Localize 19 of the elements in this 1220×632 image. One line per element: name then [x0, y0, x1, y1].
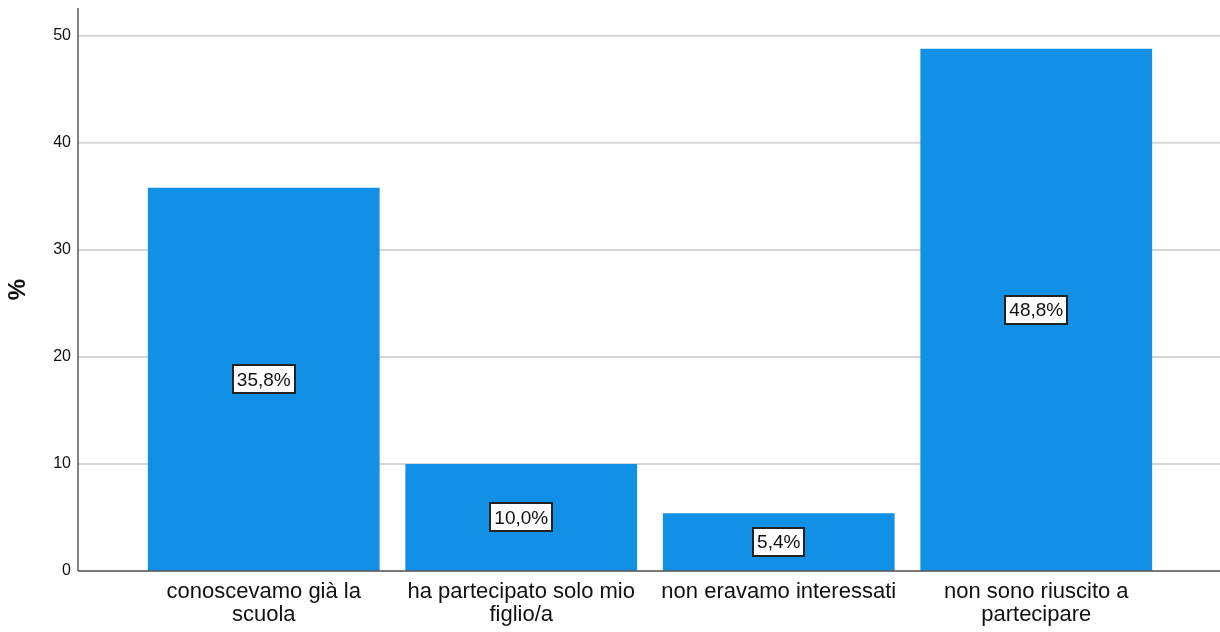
data-label: 5,4% — [757, 531, 801, 553]
bar — [920, 48, 1153, 571]
y-tick-label: 0 — [62, 561, 72, 579]
y-tick-label: 20 — [53, 347, 72, 365]
x-tick-label: conoscevamo già la scuola — [166, 577, 362, 626]
y-tick-label: 40 — [53, 133, 72, 151]
bar — [147, 187, 380, 571]
bar — [405, 463, 638, 571]
x-tick-label: non eravamo interessati — [661, 577, 897, 603]
data-label: 48,8% — [1009, 299, 1064, 321]
y-tick-label: 10 — [53, 454, 72, 472]
x-tick-label: ha partecipato solo mio figlio/a — [407, 577, 635, 626]
y-tick-label: 30 — [53, 240, 72, 258]
y-axis-title: % — [3, 278, 31, 301]
y-tick-label: 50 — [53, 26, 72, 44]
data-label: 10,0% — [494, 506, 549, 528]
x-tick-label: non sono riuscito a partecipare — [943, 577, 1130, 626]
data-label: 35,8% — [236, 368, 291, 390]
bar — [662, 513, 895, 571]
